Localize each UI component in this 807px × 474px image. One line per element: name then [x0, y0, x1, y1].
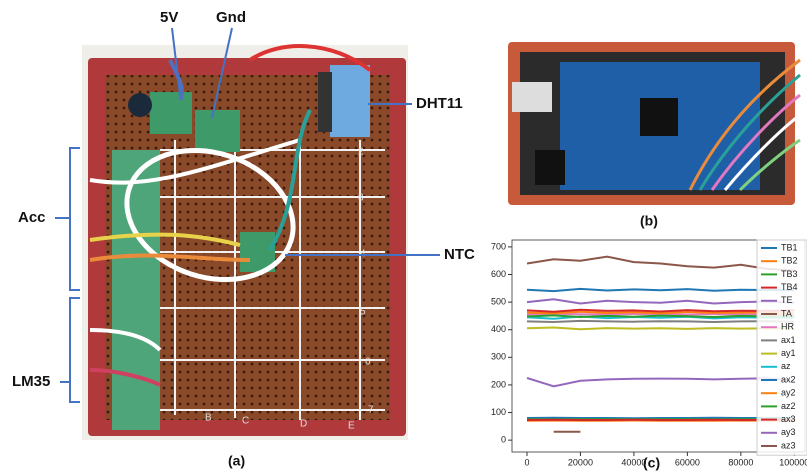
y-tick-label: 700 — [491, 241, 506, 251]
board-column: B — [205, 413, 212, 424]
x-tick-label: 20000 — [568, 457, 593, 467]
figure: 2 3 4 5 6 7 B C D E 5V Gnd DHT11 Acc NTC… — [0, 0, 807, 474]
photo-a — [82, 45, 408, 440]
caption: (a) — [228, 453, 245, 469]
legend-label: TB3 — [781, 269, 798, 279]
y-tick-label: 500 — [491, 296, 506, 306]
x-tick-label: 100000 — [779, 457, 807, 467]
x-tick-label: 0 — [524, 457, 529, 467]
series-line — [527, 328, 794, 330]
x-tick-label: 60000 — [675, 457, 700, 467]
board-column: E — [348, 421, 355, 432]
callout-label: LM35 — [12, 373, 50, 390]
series-line — [527, 289, 794, 291]
legend-label: TB2 — [781, 256, 798, 266]
callout-label: 5V — [160, 9, 178, 26]
board-row: 6 — [365, 357, 371, 368]
y-tick-label: 600 — [491, 269, 506, 279]
photo-b — [508, 42, 800, 205]
y-tick-label: 100 — [491, 407, 506, 417]
board-column: C — [242, 416, 249, 427]
caption: (b) — [640, 213, 658, 229]
board-row: 2 — [358, 147, 364, 158]
y-tick-label: 0 — [501, 435, 506, 445]
board-row: 5 — [360, 307, 366, 318]
legend-label: ax3 — [781, 414, 796, 424]
callout-label: Gnd — [216, 9, 246, 26]
chart: 0 100 200 300 400 500 600 700 0 20000 40000 60000 80… — [491, 240, 807, 467]
board-row: 3 — [358, 193, 364, 204]
board-row: 7 — [368, 405, 374, 416]
callout-label: NTC — [444, 246, 475, 263]
legend-label: ax1 — [781, 335, 796, 345]
legend-label: TE — [781, 295, 793, 305]
legend-label: ay1 — [781, 348, 796, 358]
legend-label: az2 — [781, 401, 796, 411]
legend-label: TB4 — [781, 282, 798, 292]
callout-label: DHT11 — [416, 95, 463, 112]
legend-label: ay3 — [781, 427, 796, 437]
legend-label: HR — [781, 322, 794, 332]
y-tick-label: 300 — [491, 352, 506, 362]
legend-label: TA — [781, 308, 792, 318]
board-column: D — [300, 419, 307, 430]
legend-label: TB1 — [781, 242, 798, 252]
legend-label: az — [781, 361, 791, 371]
y-tick-label: 400 — [491, 324, 506, 334]
callout-label: Acc — [18, 209, 46, 226]
x-tick-label: 80000 — [728, 457, 753, 467]
legend-label: ax2 — [781, 374, 796, 384]
series-line — [527, 321, 794, 322]
y-tick-label: 200 — [491, 379, 506, 389]
legend-label: az3 — [781, 440, 796, 450]
legend-label: ay2 — [781, 388, 796, 398]
x-tick-label: 40000 — [621, 457, 646, 467]
